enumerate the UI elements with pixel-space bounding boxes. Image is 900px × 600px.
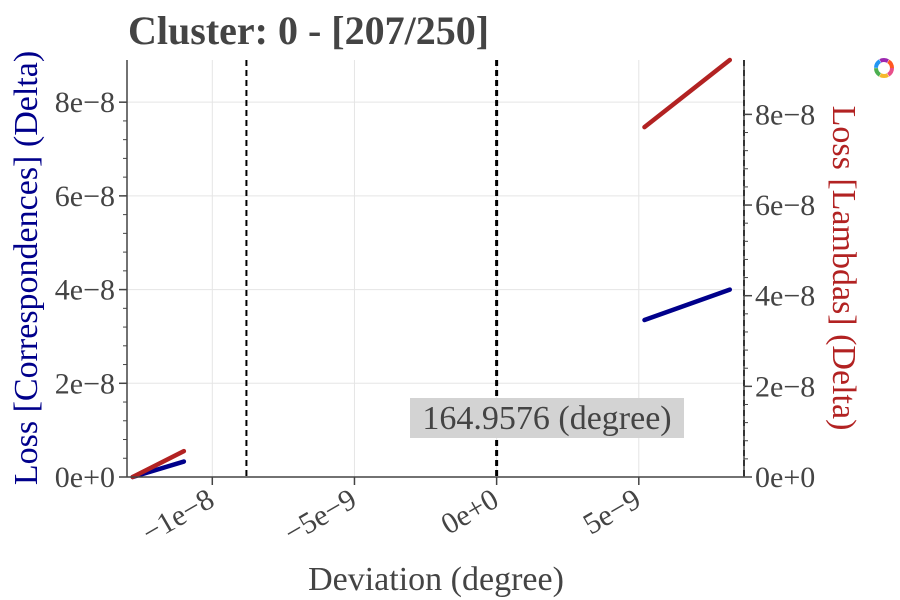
series-correspondences-line [642, 287, 733, 323]
x-tick-label: 0e+0 [435, 482, 504, 541]
y-axis-right-label: Loss [Lambdas] (Delta) [825, 106, 862, 431]
x-tick-label: −5e−9 [279, 482, 362, 549]
y-right-tick-label: 2e−8 [755, 370, 815, 403]
x-tick-label: −1e−8 [136, 482, 219, 549]
annotation: 164.9576 (degree) [410, 398, 684, 438]
x-tick-label: 5e−9 [578, 482, 647, 541]
y-right-tick-label: 0e+0 [755, 461, 815, 494]
x-axis-label: Deviation (degree) [308, 561, 564, 598]
series-lambdas-line [130, 448, 187, 480]
y-right-tick-label: 6e−8 [755, 189, 815, 222]
y-left-tick-label: 4e−8 [55, 274, 115, 307]
y-axis-left-label: Loss [Correspondences] (Delta) [8, 51, 45, 485]
y-right-tick-label: 4e−8 [755, 280, 815, 313]
axes: 0e+0 2e−8 4e−8 6e−8 8e−8 0e+0 2e−8 4e−8 6e−8 8e−8… [55, 60, 815, 550]
annotation-text: 164.9576 (degree) [422, 400, 671, 437]
y-left-tick-label: 0e+0 [55, 461, 115, 494]
chart-title: Cluster: 0 - [207/250] [128, 8, 489, 53]
series-lambdas-line [642, 57, 733, 130]
y-right-tick-label: 8e−8 [755, 98, 815, 131]
annotation-background [410, 398, 684, 438]
y-left-tick-label: 2e−8 [55, 367, 115, 400]
y-left-tick-label: 8e−8 [55, 86, 115, 119]
plotly-logo-icon[interactable] [874, 58, 894, 78]
y-left-tick-label: 6e−8 [55, 180, 115, 213]
series-group [130, 57, 733, 480]
